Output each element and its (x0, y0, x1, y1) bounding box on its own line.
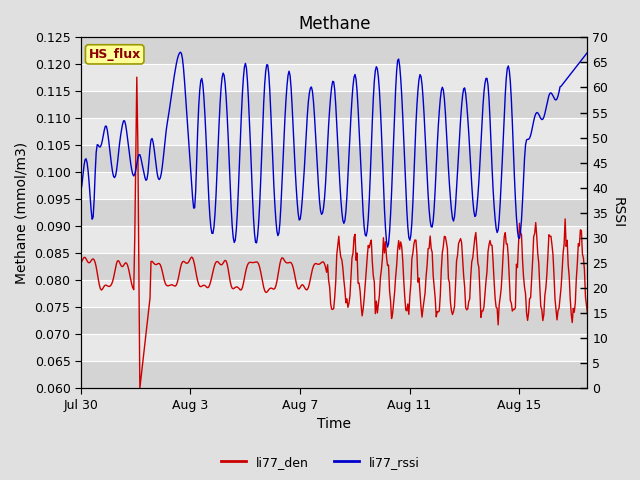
Bar (81, 253, 588, 280)
Bar (81, 199, 588, 227)
Bar (81, 227, 588, 253)
Bar (81, 335, 588, 361)
Title: Methane: Methane (298, 15, 371, 33)
Text: HS_flux: HS_flux (88, 48, 141, 61)
Bar (81, 361, 588, 388)
Bar (81, 280, 588, 307)
Bar (81, 37, 588, 64)
Y-axis label: RSSI: RSSI (611, 197, 625, 228)
Legend: li77_den, li77_rssi: li77_den, li77_rssi (216, 451, 424, 474)
Bar (81, 307, 588, 335)
Bar (81, 64, 588, 91)
Bar (81, 119, 588, 145)
Bar (81, 91, 588, 119)
Y-axis label: Methane (mmol/m3): Methane (mmol/m3) (15, 142, 29, 284)
Bar (81, 172, 588, 199)
X-axis label: Time: Time (317, 418, 351, 432)
Bar (81, 145, 588, 172)
